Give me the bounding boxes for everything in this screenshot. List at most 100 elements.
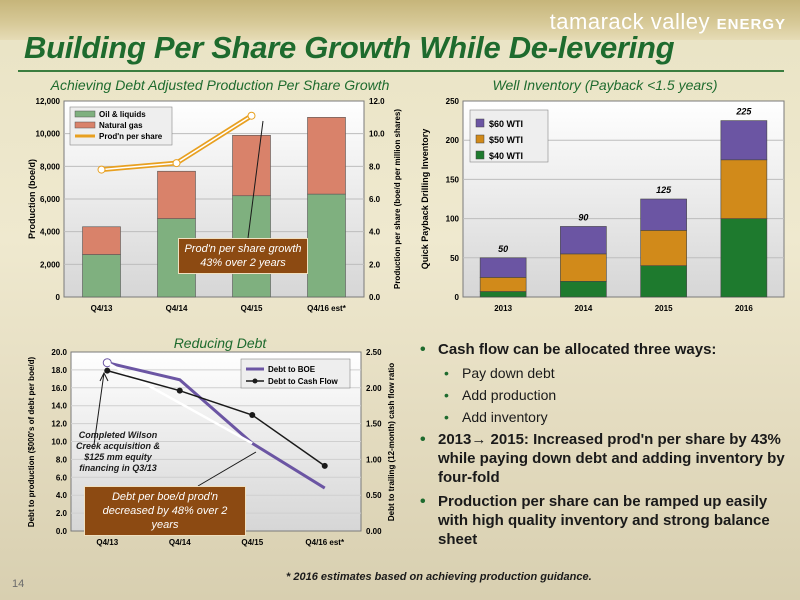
production-bar-gas (157, 170, 196, 219)
debt-y-tick-label: 14.0 (51, 402, 67, 411)
inventory-bar-segment (560, 226, 607, 255)
debt-y-tick-label: 6.0 (56, 473, 68, 482)
debt-y2-axis-label: Debt to trailing (12-month) cash flow ra… (387, 363, 396, 521)
slide-title: Building Per Share Growth While De-lever… (24, 30, 675, 65)
production-legend-label: Natural gas (99, 121, 143, 130)
debt-y-tick-label: 8.0 (56, 455, 68, 464)
production-per-share-line-highlight (101, 115, 252, 171)
inventory-bar-segment (640, 230, 687, 266)
production-per-share-line (101, 113, 253, 173)
production-y-tick-label: 2,000 (40, 260, 61, 269)
key-points-list: Cash flow can be allocated three ways: P… (418, 340, 790, 554)
sub-bullet-add-production: Add production (418, 386, 790, 405)
inventory-x-tick-label: 2013 (494, 304, 512, 313)
production-legend-box (69, 106, 173, 146)
debt-to-cash-flow-point (176, 387, 183, 394)
inventory-bar-segment (720, 159, 768, 219)
page-number: 14 (12, 578, 25, 590)
debt-decrease-callout: Debt per boe/d prod'n decreased by 48% o… (84, 486, 246, 536)
debt-y2-tick-label: 2.50 (366, 348, 382, 357)
inventory-x-tick-label: 2016 (735, 304, 753, 313)
debt-legend-label: Debt to Cash Flow (268, 377, 339, 386)
inventory-bar-segment (479, 277, 527, 292)
production-y2-tick-label: 8.0 (369, 162, 381, 171)
debt-y-tick-label: 12.0 (51, 420, 67, 429)
inventory-total-label: 90 (578, 212, 588, 222)
prod-growth-callout: Prod'n per share growth 43% over 2 years (178, 238, 308, 274)
debt-to-boe-start-point (102, 358, 112, 368)
debt-y2-tick-label: 2.00 (366, 384, 382, 393)
production-x-tick-label: Q4/14 (166, 304, 188, 313)
production-y2-axis-label: Production per share (boe/d per million … (393, 109, 402, 289)
debt-y2-tick-label: 0.00 (366, 527, 382, 536)
production-per-share-point (97, 165, 106, 174)
inventory-y-tick-label: 100 (446, 215, 460, 224)
production-per-share-point (172, 159, 181, 168)
inventory-total-label: 125 (656, 185, 672, 195)
inventory-bar-segment (720, 120, 768, 161)
production-y-tick-label: 0 (56, 293, 61, 302)
wilson-acquisition-note: Completed Wilson Creek acquisition & $12… (75, 430, 161, 473)
sub-bullet-pay-down-debt: Pay down debt (418, 364, 790, 383)
debt-chart-title: Reducing Debt (173, 335, 267, 351)
inventory-legend-label: $40 WTI (489, 151, 523, 161)
inventory-legend-label: $60 WTI (489, 119, 523, 129)
production-y-tick-label: 4,000 (40, 228, 61, 237)
production-x-tick-label: Q4/15 (241, 304, 263, 313)
debt-y-tick-label: 18.0 (51, 366, 67, 375)
inventory-legend-box (469, 109, 549, 163)
inventory-bar-segment (479, 291, 527, 298)
debt-x-tick-label: Q4/16 est* (305, 538, 345, 547)
bullet-cash-flow: Cash flow can be allocated three ways: (418, 340, 790, 359)
inventory-y-tick-label: 50 (450, 254, 459, 263)
inventory-plot-area (462, 100, 785, 298)
production-y2-tick-label: 10.0 (369, 130, 385, 139)
production-legend-swatch (74, 110, 96, 118)
debt-y2-tick-label: 0.50 (366, 491, 382, 500)
inventory-bar-segment (479, 257, 527, 278)
production-y-tick-label: 12,000 (36, 97, 61, 106)
debt-y2-tick-label: 1.50 (366, 420, 382, 429)
production-bar-gas (82, 226, 121, 255)
debt-to-cash-flow-point (249, 412, 256, 419)
debt-x-tick-label: Q4/13 (96, 538, 118, 547)
inventory-total-label: 50 (498, 244, 508, 254)
debt-x-tick-label: Q4/14 (169, 538, 191, 547)
title-divider (18, 70, 784, 72)
inventory-bar-segment (560, 281, 607, 298)
debt-to-cash-flow-point (104, 367, 111, 374)
inventory-y-tick-label: 200 (446, 136, 460, 145)
footnote: * 2016 estimates based on achieving prod… (286, 571, 592, 583)
debt-y-tick-label: 16.0 (51, 384, 67, 393)
production-legend-label: Oil & liquids (99, 110, 146, 119)
inventory-x-tick-label: 2015 (655, 304, 673, 313)
production-y2-tick-label: 12.0 (369, 97, 385, 106)
production-y2-tick-label: 6.0 (369, 195, 381, 204)
inventory-x-tick-label: 2014 (574, 304, 592, 313)
production-chart-title: Achieving Debt Adjusted Production Per S… (50, 77, 390, 93)
inventory-legend-swatch (475, 134, 485, 144)
sub-bullet-add-inventory: Add inventory (418, 408, 790, 427)
debt-y-tick-label: 10.0 (51, 438, 67, 447)
inventory-legend-swatch (475, 118, 485, 128)
debt-legend: Debt to BOE Debt to Cash Flow (240, 358, 351, 389)
production-bar-gas (307, 117, 346, 195)
inventory-bar-segment (640, 265, 687, 298)
production-legend: Oil & liquids Natural gas Prod'n per share (69, 106, 173, 146)
inventory-y-axis-label: Quick Payback Drilling Inventory (420, 129, 430, 270)
company-logo: tamarack valley ENERGY (549, 9, 786, 34)
production-legend-swatch (74, 121, 96, 129)
production-y2-tick-label: 0.0 (369, 293, 381, 302)
inventory-chart-title: Well Inventory (Payback <1.5 years) (492, 77, 718, 93)
production-per-share-point (247, 111, 256, 120)
production-y-tick-label: 10,000 (36, 130, 61, 139)
debt-legend-marker (252, 378, 258, 384)
inventory-y-tick-label: 150 (446, 175, 460, 184)
production-y-tick-label: 8,000 (40, 162, 61, 171)
production-y-axis-label: Production (boe/d) (27, 159, 37, 239)
debt-legend-label: Debt to BOE (268, 365, 316, 374)
debt-to-cash-flow-point (321, 462, 328, 469)
header-bar: tamarack valley ENERGY (0, 0, 800, 40)
inventory-y-tick-label: 0 (455, 293, 460, 302)
wilson-pointer-arrowhead (99, 371, 109, 382)
